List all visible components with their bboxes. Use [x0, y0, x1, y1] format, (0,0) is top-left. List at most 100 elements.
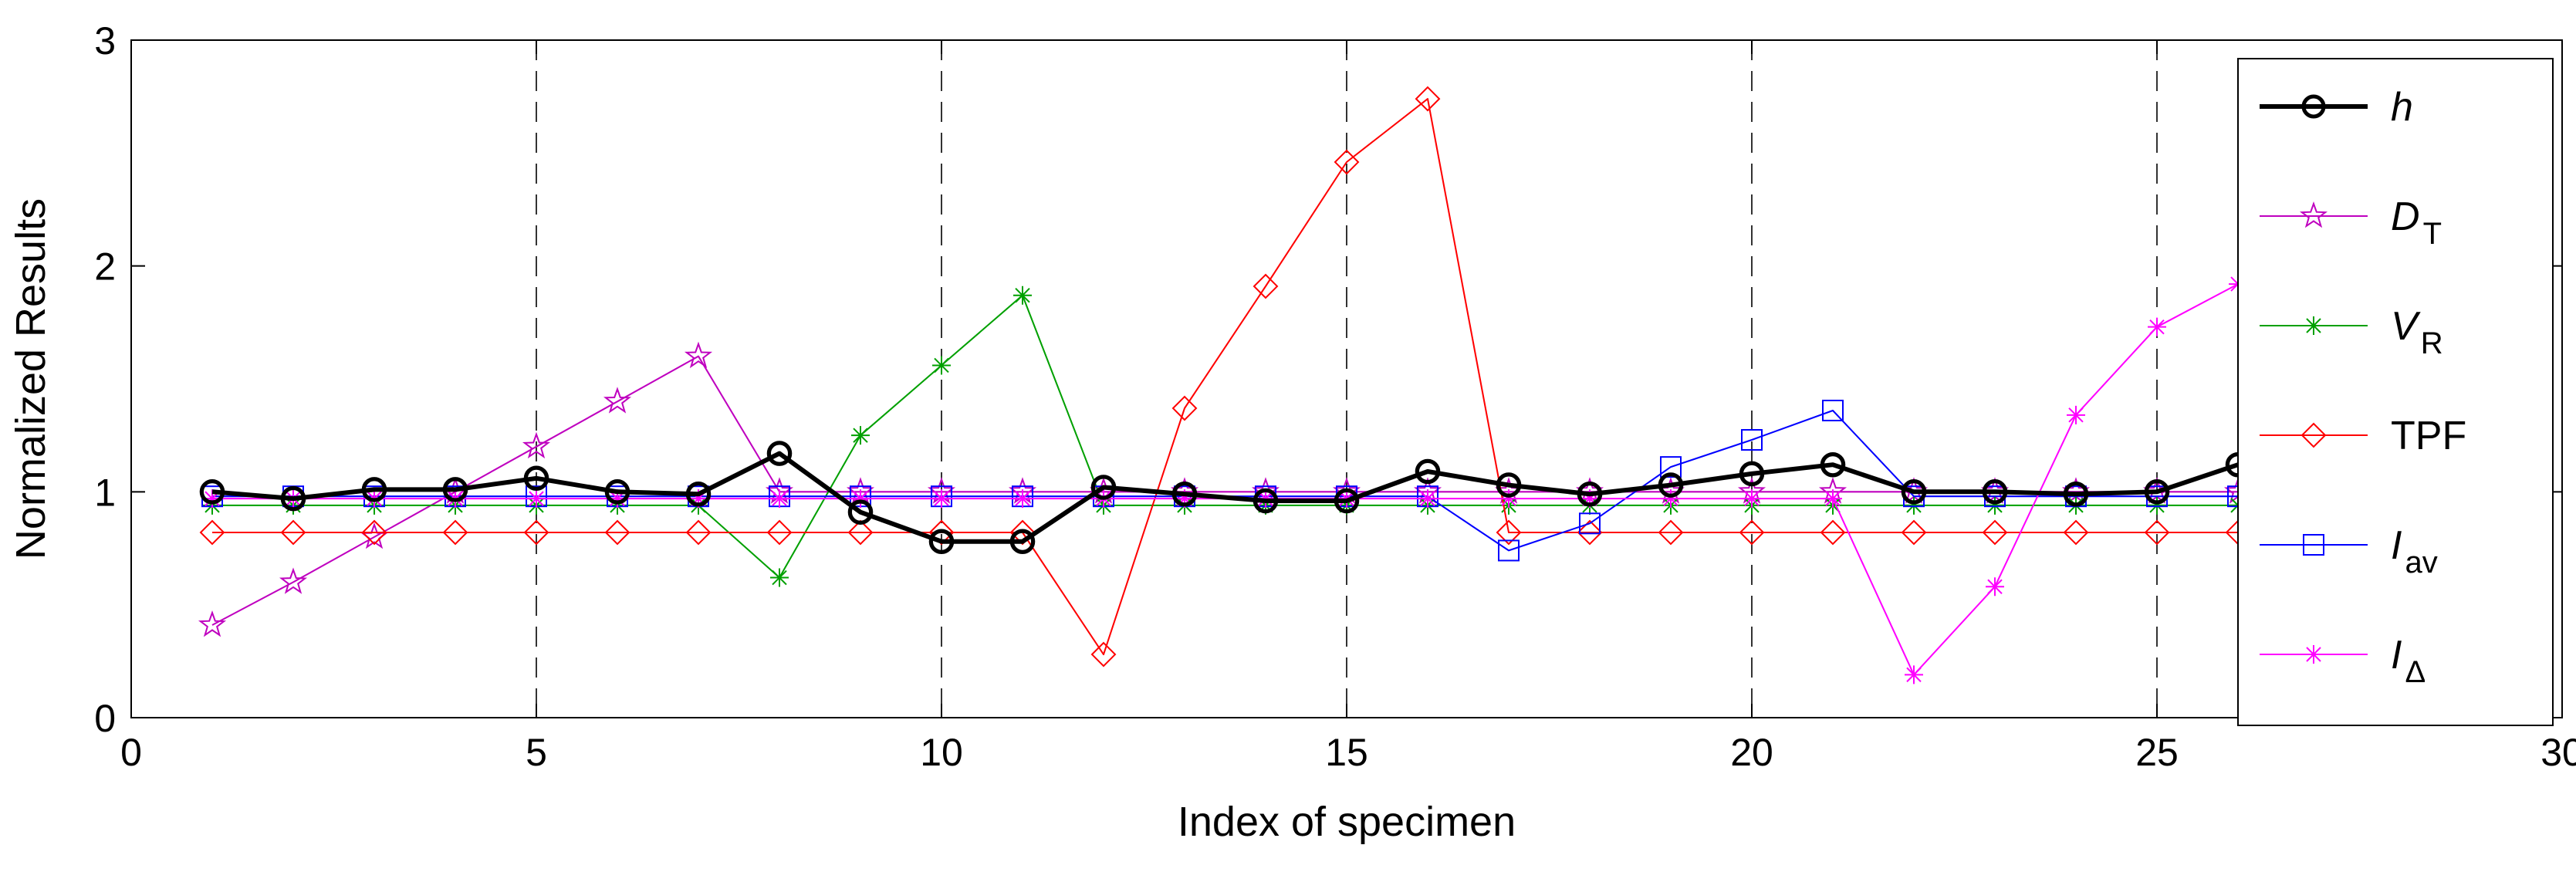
data-point-TPF-12	[1090, 641, 1117, 668]
grid-layer	[536, 40, 2158, 718]
legend-marker-h	[2301, 94, 2326, 119]
data-point-VR-9	[851, 426, 870, 445]
data-point-h-24	[2063, 481, 2089, 507]
data-point-IΔ-7	[689, 489, 708, 509]
data-point-TPF-23	[1982, 519, 2008, 546]
data-point-TPF-25	[2144, 519, 2170, 546]
legend-item-h: h	[2260, 85, 2413, 130]
legend-label-sub: T	[2423, 217, 2442, 251]
data-point-h-5	[523, 465, 549, 492]
legend-item-TPF: TPF	[2260, 414, 2466, 458]
data-point-IΔ-10	[932, 489, 951, 509]
data-point-IΔ-19	[1662, 489, 1680, 509]
data-point-h-16	[1415, 458, 1441, 485]
data-point-h-18	[1577, 481, 1603, 507]
data-point-IΔ-24	[2067, 405, 2085, 424]
series-h	[199, 441, 2251, 554]
data-point-h-25	[2144, 479, 2170, 505]
data-point-VR-11	[1013, 286, 1032, 305]
series-line-TPF	[212, 98, 2238, 656]
x-tick-label: 15	[1325, 731, 1368, 774]
legend-label-sub: av	[2405, 546, 2437, 580]
data-point-TPF-17	[1496, 519, 1522, 546]
data-point-IΔ-11	[1013, 489, 1032, 509]
data-point-Iav-17	[1498, 539, 1520, 562]
y-tick-label: 3	[94, 19, 116, 63]
data-point-TPF-22	[1901, 519, 1927, 546]
data-point-TPF-18	[1577, 519, 1603, 546]
data-point-TPF-16	[1415, 86, 1441, 112]
axis-layer: 0 5 10 15 20 25 30 0 1 2 3	[94, 19, 2576, 774]
series-layer	[198, 86, 2253, 684]
data-point-TPF-8	[766, 519, 793, 546]
data-point-h-6	[604, 479, 630, 505]
legend-label-sub: Δ	[2405, 655, 2426, 689]
data-point-h-11	[1009, 529, 1036, 554]
data-point-Iav-19	[1660, 456, 1682, 478]
data-point-TPF-7	[685, 519, 712, 546]
data-point-TPF-20	[1739, 519, 1765, 546]
data-point-VR-25	[2148, 495, 2166, 515]
data-point-VR-23	[1986, 495, 2004, 515]
data-point-DT-6	[603, 387, 632, 414]
legend-label-TPF: TPF	[2391, 414, 2466, 458]
data-point-TPF-1	[199, 519, 225, 546]
legend-label-main: D	[2391, 194, 2420, 239]
data-point-h-20	[1739, 461, 1765, 487]
legend-label-main: h	[2391, 85, 2413, 130]
data-point-IΔ-13	[1175, 489, 1194, 509]
legend-label-main: I	[2391, 523, 2402, 568]
data-point-TPF-10	[928, 519, 955, 546]
data-point-h-19	[1658, 472, 1684, 498]
data-point-TPF-11	[1009, 519, 1036, 546]
data-point-DT-1	[198, 610, 227, 637]
data-point-TPF-5	[523, 519, 549, 546]
legend-marker-TPF	[2300, 422, 2327, 448]
data-point-h-12	[1090, 475, 1117, 500]
data-point-h-7	[685, 481, 712, 507]
data-point-VR-22	[1905, 495, 1923, 515]
legend-label-main: TPF	[2391, 414, 2466, 458]
data-point-IΔ-1	[203, 489, 221, 509]
series-line-h	[211, 451, 2239, 544]
data-point-IΔ-6	[608, 489, 627, 509]
data-point-IΔ-25	[2148, 317, 2166, 336]
legend-label-h: h	[2391, 85, 2413, 130]
x-tick-label: 30	[2541, 731, 2576, 774]
data-point-DT-2	[279, 567, 308, 594]
data-point-IΔ-22	[1905, 665, 1923, 684]
data-point-Iav-20	[1741, 429, 1763, 451]
series-TPF	[199, 86, 2251, 668]
data-point-Iav-21	[1822, 399, 1844, 421]
x-tick-label: 10	[920, 731, 963, 774]
data-point-IΔ-5	[527, 489, 546, 509]
data-point-IΔ-21	[1824, 489, 1842, 509]
legend-label-main: I	[2391, 633, 2402, 678]
x-tick-label: 0	[120, 731, 142, 774]
legend-label-main: V	[2391, 304, 2421, 349]
data-point-VR-10	[932, 356, 951, 375]
data-point-h-4	[442, 477, 468, 502]
data-point-IΔ-9	[851, 489, 870, 509]
x-axis-title: Index of specimen	[1178, 799, 1516, 845]
data-point-TPF-13	[1171, 395, 1198, 421]
data-point-TPF-21	[1820, 519, 1846, 546]
data-point-h-17	[1496, 472, 1522, 498]
data-point-h-3	[361, 477, 387, 502]
data-point-h-10	[928, 529, 955, 554]
data-point-h-21	[1820, 451, 1846, 478]
x-tick-label: 5	[526, 731, 547, 774]
data-point-h-13	[1171, 481, 1198, 507]
legend-marker-IΔ	[2304, 645, 2323, 664]
series-line-DT	[211, 355, 2238, 626]
x-tick-label: 20	[1730, 731, 1773, 774]
legend-label-sub: R	[2421, 326, 2443, 360]
